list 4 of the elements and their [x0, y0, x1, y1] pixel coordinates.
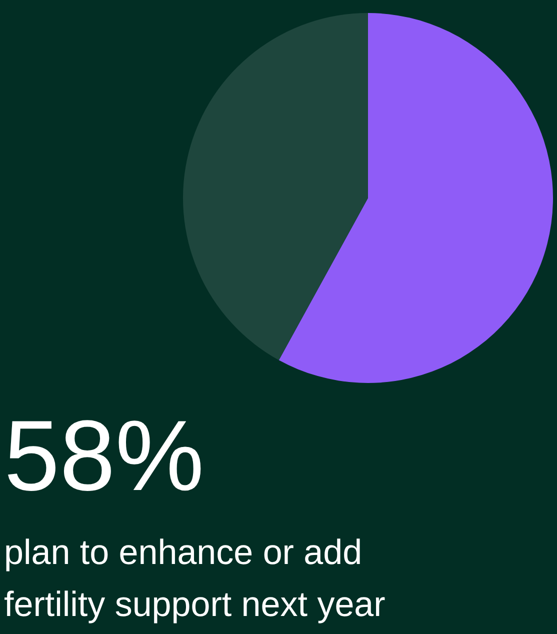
- pie-slice: [183, 13, 368, 360]
- pie-slice: [278, 13, 553, 383]
- data-label: 58%: [4, 400, 204, 512]
- text: plan to enhance or add fertility support next year: [4, 533, 386, 624]
